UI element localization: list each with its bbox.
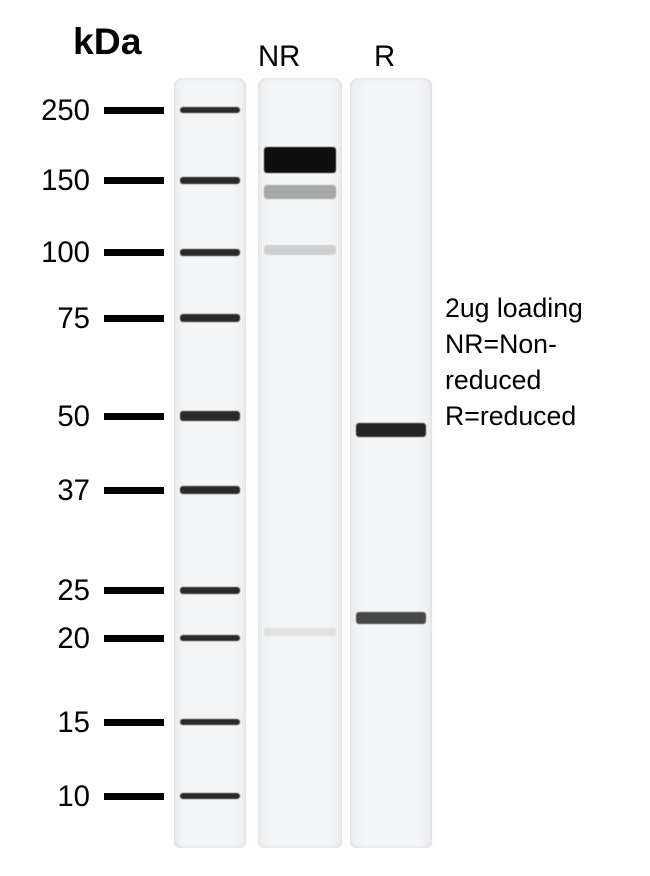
band: [180, 314, 240, 322]
band: [180, 486, 240, 494]
lane-label-nr: NR: [258, 40, 300, 74]
mw-tick: [104, 177, 164, 184]
band: [180, 793, 240, 799]
mw-tick: [104, 107, 164, 114]
mw-tick: [104, 793, 164, 800]
band: [180, 177, 240, 184]
band: [180, 249, 240, 256]
legend-line: 2ug loading: [445, 290, 583, 326]
mw-label: 250: [10, 94, 90, 128]
mw-tick: [104, 249, 164, 256]
mw-label: 50: [10, 400, 90, 434]
mw-tick: [104, 315, 164, 322]
band: [180, 635, 240, 641]
legend-text: 2ug loading NR=Non- reduced R=reduced: [445, 290, 583, 434]
band: [180, 587, 240, 594]
mw-label: 15: [10, 706, 90, 740]
legend-line: R=reduced: [445, 398, 583, 434]
mw-label: 10: [10, 780, 90, 814]
mw-label: 25: [10, 574, 90, 608]
band: [264, 147, 336, 173]
mw-tick: [104, 413, 164, 420]
lane-r: [350, 78, 432, 848]
band: [180, 411, 240, 421]
legend-line: reduced: [445, 362, 583, 398]
band: [356, 423, 426, 437]
mw-tick: [104, 587, 164, 594]
band: [180, 107, 240, 113]
mw-label: 75: [10, 302, 90, 336]
gel-area: [172, 78, 434, 848]
mw-tick: [104, 487, 164, 494]
mw-tick: [104, 719, 164, 726]
band: [264, 245, 336, 255]
lane-ladder: [174, 78, 246, 848]
mw-label: 150: [10, 164, 90, 198]
band: [356, 612, 426, 624]
mw-label: 20: [10, 622, 90, 656]
legend-line: NR=Non-: [445, 326, 583, 362]
gel-figure: kDa NR R 2ug loading NR=Non- reduced R=r…: [0, 0, 650, 876]
band: [180, 719, 240, 725]
band: [264, 185, 336, 199]
mw-label: 100: [10, 236, 90, 270]
mw-tick: [104, 635, 164, 642]
mw-label: 37: [10, 474, 90, 508]
band: [264, 628, 336, 636]
lane-label-r: R: [374, 40, 395, 74]
kda-axis-title: kDa: [73, 20, 141, 63]
